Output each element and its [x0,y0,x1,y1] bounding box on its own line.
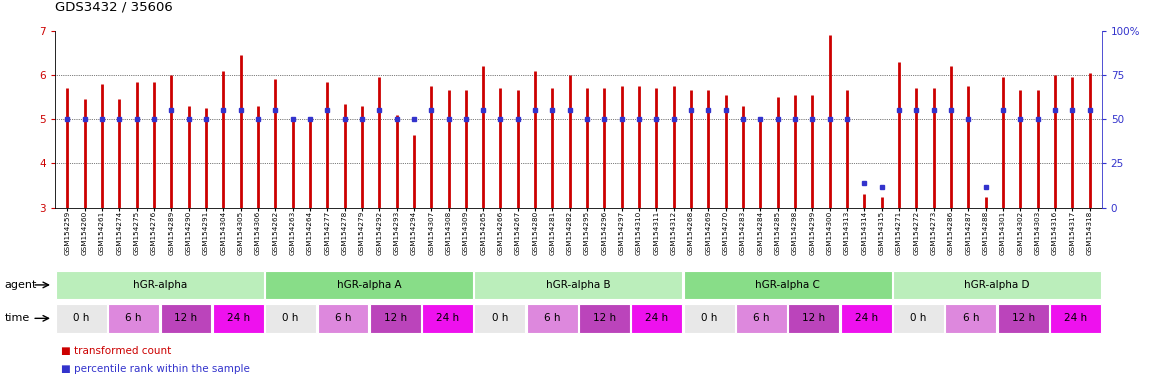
Text: 6 h: 6 h [544,313,560,323]
Bar [56,271,263,299]
Bar [527,304,577,333]
Text: 0 h: 0 h [492,313,508,323]
Bar [631,304,682,333]
Text: 6 h: 6 h [963,313,979,323]
Text: ■ percentile rank within the sample: ■ percentile rank within the sample [61,364,250,374]
Text: hGR-alpha D: hGR-alpha D [965,280,1029,290]
Bar [789,304,840,333]
Bar [161,304,212,333]
Text: ■ transformed count: ■ transformed count [61,346,171,356]
Text: 0 h: 0 h [74,313,90,323]
Text: 24 h: 24 h [645,313,668,323]
Text: 12 h: 12 h [593,313,616,323]
Bar [370,304,421,333]
Bar [945,304,996,333]
Text: 12 h: 12 h [803,313,826,323]
Text: 24 h: 24 h [854,313,877,323]
Text: 24 h: 24 h [227,313,250,323]
Bar [475,271,682,299]
Bar [736,304,787,333]
Text: hGR-alpha: hGR-alpha [132,280,187,290]
Text: agent: agent [5,280,37,290]
Bar [422,304,473,333]
Text: 0 h: 0 h [702,313,718,323]
Bar [56,304,107,333]
Bar [108,304,159,333]
Text: 0 h: 0 h [911,313,927,323]
Bar [1050,304,1101,333]
Bar [998,304,1049,333]
Bar [213,304,263,333]
Bar [580,304,630,333]
Bar [475,304,526,333]
Text: 0 h: 0 h [283,313,299,323]
Text: hGR-alpha C: hGR-alpha C [756,280,820,290]
Bar [266,271,473,299]
Bar [894,271,1101,299]
Bar [841,304,891,333]
Text: hGR-alpha A: hGR-alpha A [337,280,401,290]
Text: 6 h: 6 h [335,313,351,323]
Text: 6 h: 6 h [125,313,141,323]
Text: 12 h: 12 h [175,313,198,323]
Bar [266,304,316,333]
Text: 24 h: 24 h [436,313,459,323]
Text: time: time [5,313,30,323]
Text: hGR-alpha B: hGR-alpha B [546,280,611,290]
Bar [684,271,891,299]
Text: 24 h: 24 h [1064,313,1087,323]
Bar [894,304,944,333]
Text: 12 h: 12 h [384,313,407,323]
Bar [684,304,735,333]
Bar [317,304,368,333]
Text: GDS3432 / 35606: GDS3432 / 35606 [55,0,172,13]
Text: 12 h: 12 h [1012,313,1035,323]
Text: 6 h: 6 h [753,313,769,323]
